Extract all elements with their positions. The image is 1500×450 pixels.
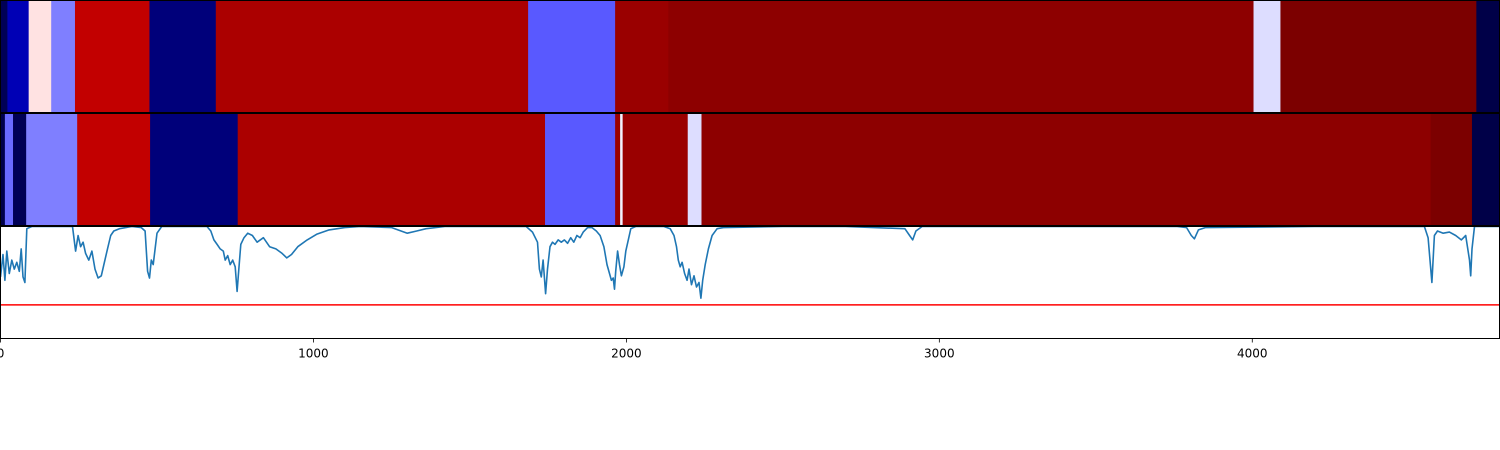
row-top-segment-7 (528, 0, 616, 113)
x-tick-label-3: 3000 (924, 347, 955, 361)
row-middle-segment-1 (4, 113, 14, 226)
row-middle-segment-13 (1430, 113, 1473, 226)
row-middle-segment-0 (0, 113, 6, 226)
row-middle-segment-3 (26, 113, 78, 226)
line-panel-frame (0, 226, 1500, 339)
row-top-segment-4 (74, 0, 150, 113)
row-middle-segment-4 (77, 113, 151, 226)
row-middle-segment-9 (620, 113, 624, 226)
row-top-segment-9 (668, 0, 1254, 113)
row-middle-segment-10 (622, 113, 689, 226)
x-tick-label-4: 4000 (1237, 347, 1268, 361)
row-middle-segment-6 (237, 113, 546, 226)
row-top-segment-1 (7, 0, 30, 113)
row-top-segment-3 (51, 0, 76, 113)
row-middle-segment-11 (687, 113, 702, 226)
heatmap-row-top (0, 0, 1500, 113)
row-middle-segment-2 (13, 113, 27, 226)
x-tick-label-2: 2000 (611, 347, 642, 361)
x-tick-label-0: 0 (0, 347, 4, 361)
row-top-segment-10 (1253, 0, 1281, 113)
x-tick-label-1: 1000 (298, 347, 329, 361)
row-top-segment-2 (28, 0, 52, 113)
row-middle-segment-7 (545, 113, 616, 226)
row-middle-segment-14 (1471, 113, 1500, 226)
x-axis: 0 1000 2000 3000 4000 (0, 338, 1268, 361)
row-middle-segment-5 (150, 113, 239, 226)
row-top-segment-8 (615, 0, 669, 113)
row-middle-segment-12 (701, 113, 1432, 226)
row-top-segment-5 (149, 0, 217, 113)
line-panel (0, 225, 1500, 306)
heatmap-row-middle (0, 113, 1500, 226)
row-top-segment-11 (1280, 0, 1477, 113)
series-line (0, 225, 1500, 300)
row-top-segment-12 (1476, 0, 1500, 113)
row-middle-segment-8 (615, 113, 621, 226)
row-top-segment-0 (0, 0, 8, 113)
row-top-segment-6 (215, 0, 529, 113)
